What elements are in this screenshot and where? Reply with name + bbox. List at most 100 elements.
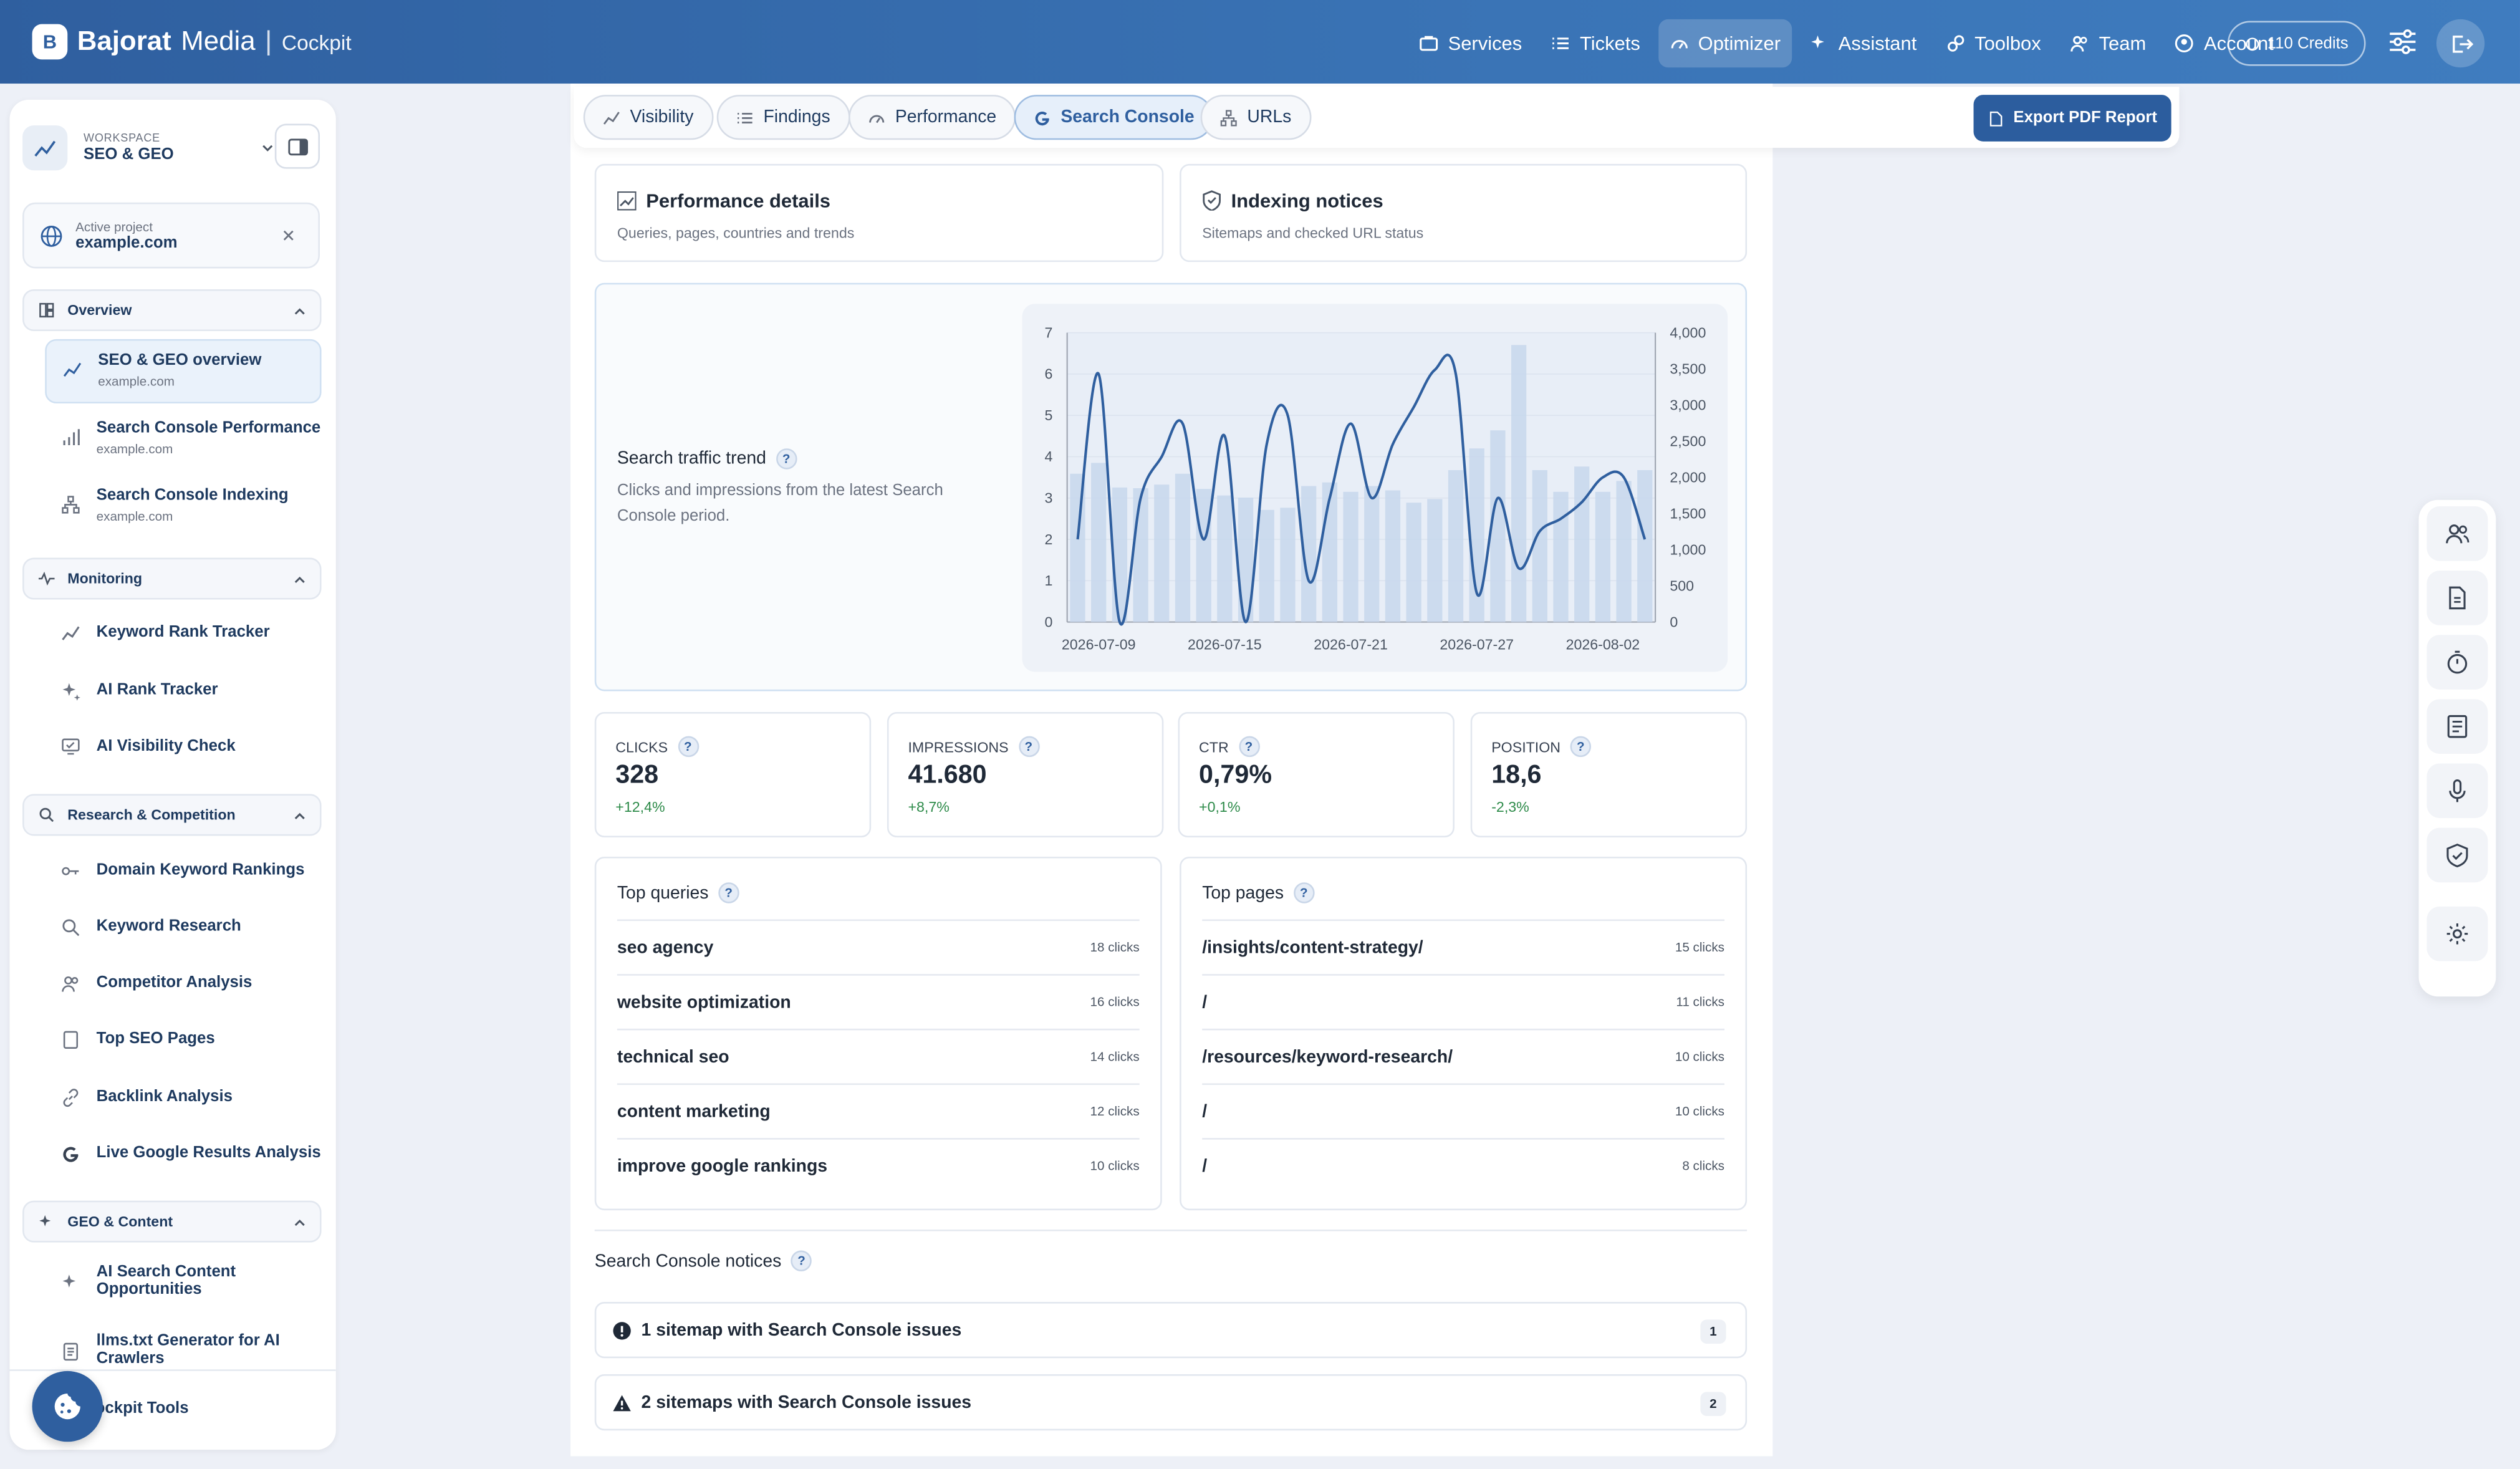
sidebar-item-keyword-rank-tracker[interactable]: Keyword Rank Tracker <box>45 624 321 649</box>
nav-label: Toolbox <box>1974 32 2041 55</box>
help-icon[interactable]: ? <box>1293 882 1315 903</box>
table-row[interactable]: seo agency 18 clicks <box>617 919 1140 975</box>
sidebar-item-domain-keyword-rankings[interactable]: Domain Keyword Rankings <box>45 862 321 887</box>
sidebar-item-search-console-performance[interactable]: Search Console Performance example.com <box>45 420 321 478</box>
report-button[interactable] <box>2426 699 2488 754</box>
section-monitoring[interactable]: Monitoring <box>22 557 322 600</box>
brand-logo[interactable]: B Bajorat Media | Cockpit <box>32 24 352 60</box>
trend-title-text: Search traffic trend <box>617 449 766 469</box>
metric-clicks: CLICKS? 328 +12,4% <box>594 711 872 838</box>
chevron-down-icon[interactable] <box>261 142 275 156</box>
timer-button[interactable] <box>2426 635 2488 690</box>
query-name: technical seo <box>617 1047 729 1067</box>
credits-button[interactable]: 110 Credits <box>2227 21 2366 66</box>
microphone-button[interactable] <box>2426 763 2488 819</box>
metric-delta: +8,7% <box>908 799 950 815</box>
sidebar-toggle-button[interactable] <box>274 123 320 169</box>
table-row[interactable]: content marketing 12 clicks <box>617 1083 1140 1138</box>
section-research[interactable]: Research & Competition <box>22 794 322 836</box>
export-pdf-button[interactable]: Export PDF Report <box>1973 95 2171 142</box>
search-icon <box>39 807 54 822</box>
sidebar-item-live-google-results[interactable]: Live Google Results Analysis <box>45 1144 321 1170</box>
sidebar-item-label: Keyword Research <box>96 917 241 936</box>
shield-button[interactable] <box>2426 827 2488 883</box>
tab-visibility[interactable]: Visibility <box>583 95 713 140</box>
document-icon <box>63 1031 79 1049</box>
sidebar-item-seo-geo-overview[interactable]: SEO & GEO overview example.com <box>45 339 322 404</box>
table-row[interactable]: / 8 clicks <box>1202 1138 1724 1193</box>
tab-performance[interactable]: Performance <box>849 95 1016 140</box>
table-row[interactable]: /resources/keyword-research/10 clicks <box>1202 1028 1724 1084</box>
table-row[interactable]: website optimization 16 clicks <box>617 974 1140 1029</box>
sidebar-item-cockpit-tools[interactable]: Cockpit Tools <box>84 1400 336 1425</box>
table-row[interactable]: improve google rankings 10 clicks <box>617 1138 1140 1193</box>
team-button[interactable] <box>2426 506 2488 561</box>
sparkle-icon <box>1811 35 1824 49</box>
nav-optimizer[interactable]: Optimizer <box>1658 19 1792 68</box>
document-button[interactable] <box>2426 571 2488 625</box>
cookie-settings-button[interactable] <box>32 1370 103 1442</box>
search-icon <box>62 919 80 937</box>
indexing-notices-card[interactable]: Indexing notices Sitemaps and checked UR… <box>1180 163 1748 262</box>
help-icon[interactable]: ? <box>791 1250 812 1272</box>
toolbox-icon <box>1947 35 1964 52</box>
sidebar-item-llms-txt-generator[interactable]: llms.txt Generator for AI Crawlers <box>45 1332 305 1377</box>
nav-assistant[interactable]: Assistant <box>1798 19 1928 67</box>
help-icon[interactable]: ? <box>1570 736 1592 758</box>
sidebar-item-top-seo-pages[interactable]: Top SEO Pages <box>45 1030 321 1056</box>
table-row[interactable]: technical seo 14 clicks <box>617 1028 1140 1084</box>
nav-team[interactable]: Team <box>2059 19 2157 67</box>
sidebar-item-label: llms.txt Generator for AI Crawlers <box>96 1332 280 1368</box>
chart-line-icon <box>63 362 82 377</box>
help-icon[interactable]: ? <box>718 882 739 903</box>
help-icon[interactable]: ? <box>1018 736 1039 758</box>
help-icon[interactable]: ? <box>776 448 797 470</box>
settings-button[interactable] <box>2426 906 2488 961</box>
workspace-switcher[interactable]: WORKSPACE SEO & GEO <box>22 119 323 177</box>
sidebar-item-search-console-indexing[interactable]: Search Console Indexing example.com <box>45 487 321 545</box>
nav-toolbox[interactable]: Toolbox <box>1935 19 2052 67</box>
section-geo-content[interactable]: GEO & Content <box>22 1200 322 1243</box>
sidebar-item-ai-rank-tracker[interactable]: AI Rank Tracker <box>45 682 321 707</box>
close-icon[interactable] <box>281 228 296 243</box>
table-row[interactable]: / 10 clicks <box>1202 1083 1724 1138</box>
logout-button[interactable] <box>2436 19 2485 68</box>
table-row[interactable]: /insights/content-strategy/15 clicks <box>1202 919 1724 975</box>
tab-findings[interactable]: Findings <box>716 95 850 140</box>
list-title: Top queries? <box>617 882 739 903</box>
notice-item[interactable]: 1 sitemap with Search Console issues 1 <box>594 1302 1748 1359</box>
tab-urls[interactable]: URLs <box>1200 95 1311 140</box>
active-project[interactable]: Active project example.com <box>22 202 320 269</box>
sidebar-item-ai-visibility-check[interactable]: AI Visibility Check <box>45 738 321 763</box>
notice-label: 1 sitemap with Search Console issues <box>641 1320 962 1340</box>
help-icon[interactable]: ? <box>677 736 699 758</box>
table-row[interactable]: / 11 clicks <box>1202 974 1724 1029</box>
tab-search-console[interactable]: Search Console <box>1014 95 1214 140</box>
key-icon <box>62 867 79 875</box>
section-divider <box>594 1230 1748 1231</box>
sidebar-item-label: Search Console Performance <box>96 419 321 438</box>
sidebar-item-keyword-research[interactable]: Keyword Research <box>45 918 321 943</box>
impressions-bar <box>1448 470 1464 622</box>
help-icon[interactable]: ? <box>1238 736 1259 758</box>
performance-details-card[interactable]: Performance details Queries, pages, coun… <box>594 163 1164 262</box>
y-right-tick-label: 1,500 <box>1670 505 1706 521</box>
card-title: Indexing notices <box>1231 190 1383 213</box>
section-overview[interactable]: Overview <box>22 289 322 332</box>
nav-services[interactable]: Services <box>1408 19 1533 67</box>
sitemap-icon <box>1220 109 1237 126</box>
sidebar-item-backlink-analysis[interactable]: Backlink Analysis <box>45 1088 321 1114</box>
sliders-icon[interactable] <box>2387 26 2419 58</box>
impressions-bar <box>1406 503 1421 622</box>
impressions-bar <box>1217 495 1233 622</box>
impressions-bar <box>1385 490 1401 622</box>
tab-bar: Visibility Findings Performance Search C… <box>574 87 2180 148</box>
sidebar-item-competitor-analysis[interactable]: Competitor Analysis <box>45 974 321 999</box>
trend-title: Search traffic trend? <box>617 448 797 470</box>
nav-tickets[interactable]: Tickets <box>1540 19 1652 67</box>
nav-label: Assistant <box>1838 32 1917 55</box>
nav-label: Optimizer <box>1698 32 1781 55</box>
notice-item[interactable]: 2 sitemaps with Search Console issues 2 <box>594 1374 1748 1431</box>
sidebar-item-ai-search-content[interactable]: AI Search Content Opportunities <box>45 1263 286 1308</box>
project-label: Active project <box>75 219 153 234</box>
